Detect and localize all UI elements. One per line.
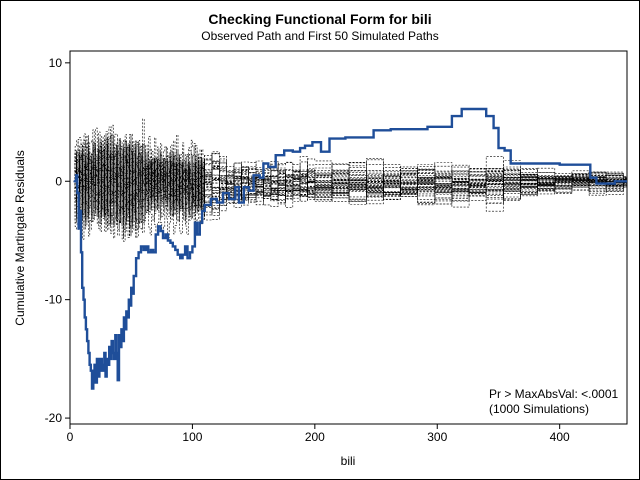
x-axis: 0 100 200 300 400 bbox=[67, 424, 570, 444]
y-axis-label: Cumulative Martingale Residuals bbox=[13, 150, 27, 325]
simulated-paths bbox=[73, 118, 628, 242]
simulated-path bbox=[73, 147, 628, 240]
simulated-path bbox=[73, 145, 628, 222]
x-tick-label: 300 bbox=[427, 430, 447, 444]
simulated-path bbox=[73, 139, 628, 225]
x-tick-label: 400 bbox=[550, 430, 570, 444]
simulated-path bbox=[73, 118, 628, 225]
simulated-path bbox=[73, 135, 628, 229]
chart-title: Checking Functional Form for bili bbox=[208, 11, 432, 27]
simulated-path bbox=[73, 131, 628, 233]
y-tick-label: 10 bbox=[49, 56, 63, 70]
x-axis-label: bili bbox=[341, 454, 356, 468]
x-tick-label: 0 bbox=[67, 430, 74, 444]
simulated-path bbox=[73, 142, 628, 222]
simulated-path bbox=[73, 144, 628, 240]
simulated-path bbox=[73, 136, 628, 234]
simulated-path bbox=[73, 142, 628, 227]
simulations-annotation: (1000 Simulations) bbox=[489, 402, 589, 416]
simulated-path bbox=[73, 137, 628, 237]
simulated-path bbox=[73, 133, 628, 223]
x-tick-label: 100 bbox=[182, 430, 202, 444]
y-axis: -20 -10 0 10 bbox=[45, 56, 70, 425]
simulated-path bbox=[73, 139, 628, 224]
pvalue-annotation: Pr > MaxAbsVal: <.0001 bbox=[489, 387, 619, 401]
simulated-path bbox=[73, 147, 628, 215]
y-tick-label: -20 bbox=[45, 411, 63, 425]
y-tick-label: -10 bbox=[45, 293, 63, 307]
simulated-path bbox=[73, 140, 628, 234]
x-tick-label: 200 bbox=[305, 430, 325, 444]
simulated-path bbox=[73, 141, 628, 232]
simulated-path bbox=[73, 127, 628, 221]
y-tick-label: 0 bbox=[55, 174, 62, 188]
simulated-path bbox=[73, 142, 628, 229]
simulated-path bbox=[73, 142, 628, 238]
simulated-path bbox=[73, 126, 628, 237]
observed-path bbox=[73, 107, 627, 390]
observed-path-group bbox=[73, 107, 627, 390]
plot-area bbox=[69, 50, 628, 425]
chart-subtitle: Observed Path and First 50 Simulated Pat… bbox=[201, 29, 439, 43]
